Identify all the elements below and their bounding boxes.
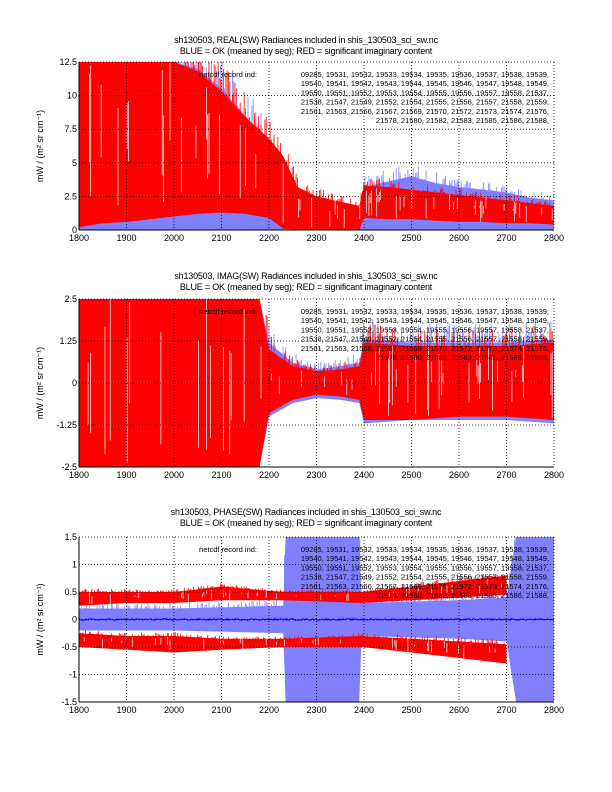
- y-tick-label: -0.5: [61, 642, 77, 652]
- x-tick-label: 1900: [116, 233, 136, 243]
- y-tick-label: -1.5: [61, 697, 77, 707]
- y-tick-label: 0: [72, 225, 77, 235]
- y-tick-label: 1: [72, 560, 77, 570]
- y-tick-label: 2.5: [64, 294, 77, 304]
- series-imag-2: [79, 62, 554, 230]
- series-envelope: [79, 575, 507, 606]
- y-tick-label: 0.5: [64, 587, 77, 597]
- x-tick-label: 2400: [354, 705, 374, 715]
- x-tick-label: 2200: [259, 705, 279, 715]
- x-tick-label: 2600: [449, 470, 469, 480]
- y-tick-label: 0: [72, 378, 77, 388]
- record-line: 21538, 21547, 21549, 21552, 21554, 21555…: [301, 335, 549, 344]
- y-tick-label: 5: [72, 158, 77, 168]
- x-tick-label: 2500: [401, 705, 421, 715]
- series-imag-2: [79, 573, 507, 606]
- x-tick-label: 1800: [69, 705, 89, 715]
- x-tick-label: 2700: [496, 470, 516, 480]
- panel-real-title: sh130503, REAL(SW) Radiances included in…: [174, 35, 438, 45]
- x-tick-label: 2800: [544, 470, 564, 480]
- x-tick-label: 2600: [449, 233, 469, 243]
- x-tick-label: 2400: [354, 233, 374, 243]
- record-line: 19540, 19541, 19542, 19543, 19544, 19545…: [301, 79, 549, 88]
- plot-real: 1800 1900 2000 2100 2200 2300 2400 2500 2600 2700…: [35, 57, 564, 243]
- record-label: netcdf record ind:: [199, 545, 257, 554]
- y-tick-label: 1.5: [64, 532, 77, 542]
- series-imag-3: [79, 630, 507, 664]
- y-axis-label: mW / (m² sr cm⁻¹): [35, 347, 45, 419]
- record-line: 19550, 19551, 19552, 19553, 19554, 19555…: [301, 88, 549, 97]
- x-tick-label: 2300: [306, 705, 326, 715]
- x-tick-label: 2200: [259, 470, 279, 480]
- record-annotation: netcdf record ind: 09285, 19531, 19532, 1…: [199, 70, 549, 125]
- x-tick-label: 1900: [116, 705, 136, 715]
- record-line: 21578, 21580, 21582, 21583, 21585, 21586…: [376, 116, 549, 125]
- record-label: netcdf record ind:: [199, 307, 257, 316]
- plot-imag: 1800 1900 2000 2100 2200 2300 2400 2500 2600 2700…: [35, 294, 564, 480]
- panel-phase: sh130503, PHASE(SW) Radiances included i…: [170, 507, 442, 528]
- record-line: 09285, 19531, 19532, 19533, 19534, 19535…: [301, 545, 549, 554]
- record-line: 21578, 21580, 21582, 21583, 21585, 21586…: [376, 353, 549, 362]
- x-tick-label: 2500: [401, 470, 421, 480]
- plot-area: [79, 62, 554, 230]
- panel-real: sh130503, REAL(SW) Radiances included in…: [0, 0, 612, 260]
- record-line: 21538, 21547, 21549, 21552, 21554, 21555…: [301, 573, 549, 582]
- record-line: 19540, 19541, 19542, 19543, 19544, 19545…: [301, 554, 549, 563]
- x-tick-label: 2300: [306, 470, 326, 480]
- record-line: 21538, 21547, 21549, 21552, 21554, 21555…: [301, 98, 549, 107]
- panel-real-subtitle: BLUE = OK (meaned by seg); RED = signifi…: [179, 46, 433, 56]
- record-annotation: netcdf record ind: 09285, 19531, 19532, 1…: [199, 307, 549, 362]
- y-tick-label: 7.5: [64, 124, 77, 134]
- y-tick-label: 0: [72, 615, 77, 625]
- record-line: 09285, 19531, 19532, 19533, 19534, 19535…: [301, 70, 549, 79]
- x-tick-label: 2000: [164, 470, 184, 480]
- x-tick-label: 2100: [211, 470, 231, 480]
- record-line: 21561, 21563, 21566, 21567, 21569, 21570…: [301, 344, 549, 353]
- panel-phase-title: sh130503, PHASE(SW) Radiances included i…: [170, 507, 442, 517]
- record-line: 21561, 21563, 21566, 21567, 21569, 21570…: [301, 582, 549, 591]
- x-tick-label: 1800: [69, 233, 89, 243]
- record-line: 19540, 19541, 19542, 19543, 19544, 19545…: [301, 316, 549, 325]
- x-tick-label: 2000: [164, 233, 184, 243]
- record-line: 19550, 19551, 19552, 19553, 19554, 19555…: [301, 563, 549, 572]
- record-line: 21578, 21580, 21582, 21583, 21585, 21586…: [376, 591, 549, 600]
- record-line: 21561, 21563, 21566, 21567, 21569, 21570…: [301, 107, 549, 116]
- y-tick-label: -2.5: [61, 462, 77, 472]
- record-line: 09285, 19531, 19532, 19533, 19534, 19535…: [301, 307, 549, 316]
- panel-imag-subtitle: BLUE = OK (meaned by seg); RED = signifi…: [179, 282, 433, 292]
- x-tick-label: 2700: [496, 705, 516, 715]
- y-tick-label: 12.5: [59, 57, 77, 67]
- y-tick-label: 1.25: [59, 336, 77, 346]
- x-tick-label: 2000: [164, 705, 184, 715]
- x-tick-label: 2800: [544, 233, 564, 243]
- record-annotation: netcdf record ind: 09285, 19531, 19532, 1…: [199, 545, 549, 600]
- x-tick-label: 2700: [496, 233, 516, 243]
- y-axis-label: mW / (m² sr cm⁻¹): [35, 110, 45, 182]
- y-tick-label: -1.25: [56, 420, 77, 430]
- y-tick-label: -1: [69, 670, 77, 680]
- x-tick-label: 2100: [211, 233, 231, 243]
- grid: [78, 536, 555, 703]
- x-tick-label: 2800: [544, 705, 564, 715]
- x-tick-label: 2600: [449, 705, 469, 715]
- panel-imag: sh130503, IMAG(SW) Radiances included in…: [174, 271, 438, 292]
- series-envelope: [79, 62, 554, 230]
- y-tick-label: 2.5: [64, 191, 77, 201]
- y-tick-label: 10: [67, 91, 77, 101]
- x-tick-label: 2200: [259, 233, 279, 243]
- x-tick-label: 1900: [116, 470, 136, 480]
- x-tick-label: 2400: [354, 470, 374, 480]
- x-tick-label: 2100: [211, 705, 231, 715]
- plot-phase: 1800 1900 2000 2100 2200 2300 2400 2500 2600 2700…: [35, 532, 564, 715]
- record-line: 19550, 19551, 19552, 19553, 19554, 19555…: [301, 325, 549, 334]
- panel-imag-title: sh130503, IMAG(SW) Radiances included in…: [174, 271, 438, 281]
- series-envelope: [79, 633, 507, 664]
- x-tick-label: 1800: [69, 470, 89, 480]
- y-axis-label: mW / (m² sr cm⁻¹): [35, 583, 45, 655]
- record-label: netcdf record ind:: [199, 70, 257, 79]
- panel-phase-subtitle: BLUE = OK (meaned by seg); RED = signifi…: [179, 518, 433, 528]
- x-tick-label: 2300: [306, 233, 326, 243]
- x-tick-label: 2500: [401, 233, 421, 243]
